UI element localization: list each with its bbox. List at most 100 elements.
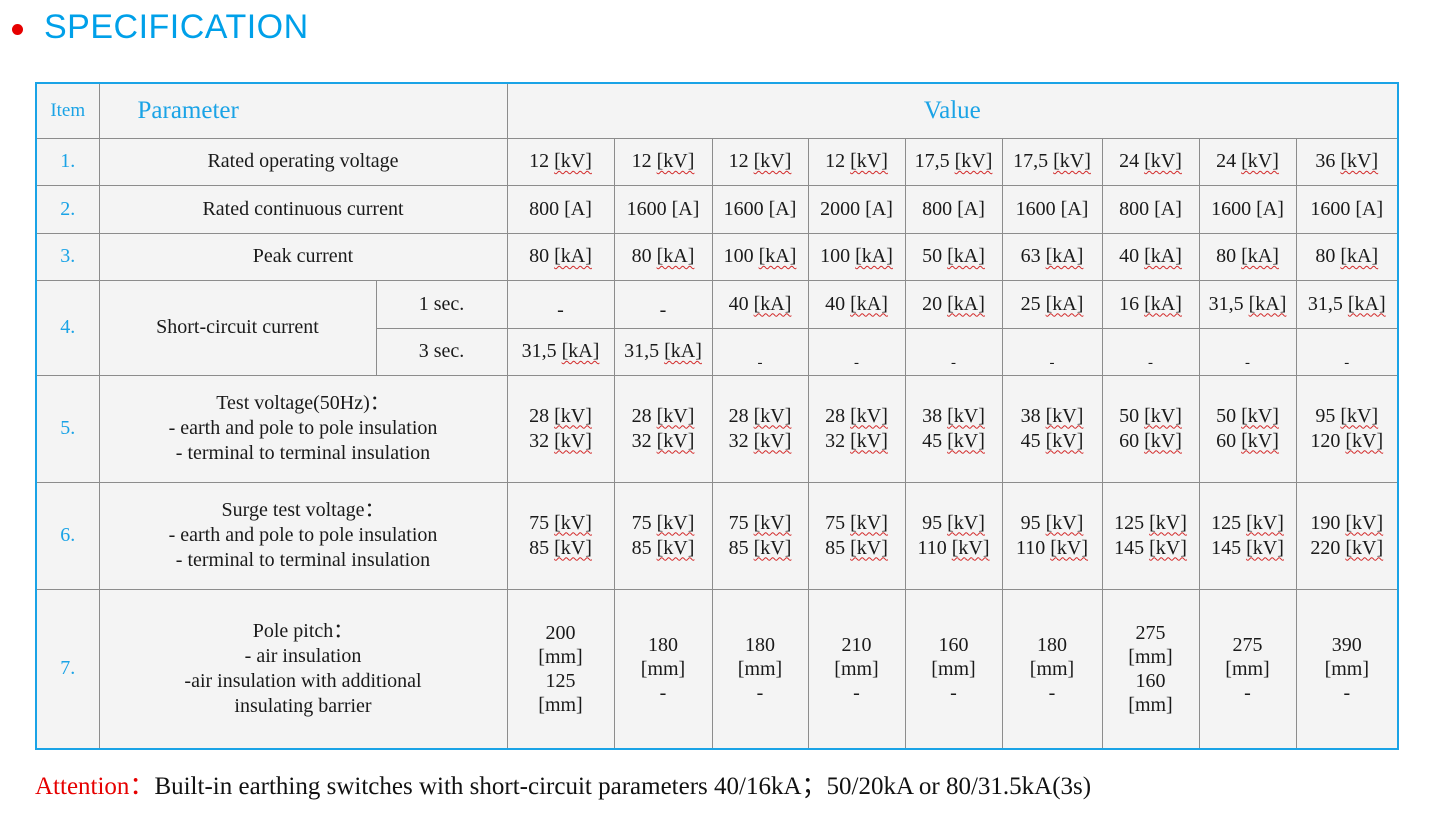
value-line: 85 [kV] [713,536,807,561]
value-text: 1600 [A] [626,197,700,220]
value-number: 120 [1310,429,1341,452]
value-number: 80 [631,245,652,267]
specification-table: Item Parameter Value 1. Rated operating … [35,82,1400,750]
value-cell: 12 [kV] [506,137,615,186]
value-unit: [kV] [753,511,792,534]
value-number: 31,5 [624,340,660,362]
value-text: 800 [A] [1119,197,1182,220]
value-line: 85 [kV] [809,536,904,561]
value-cell: 75 [kV] 85 [kV] [613,481,713,590]
value-unit: [kA] [1045,245,1084,267]
value-cell: 50 [kV] 60 [kV] [1198,374,1297,483]
value-number: 95 [1020,511,1041,534]
value-text: 1600 [A] [1211,197,1284,220]
value-number: 80 [1315,245,1336,267]
value-cell: - [506,279,615,329]
header-item: Item [35,82,100,139]
value-dash: - [757,355,763,371]
value-dash: - [659,298,667,321]
value-number: 31,5 [521,340,557,362]
value-unit: [kV] [656,404,695,427]
value-unit: [kV] [1246,536,1284,559]
table-row: 1. Rated operating voltage 12 [kV] 12 [kV… [35,137,1399,186]
value-cell: 1600 [A] [711,184,809,234]
value-line: 75 [kV] [615,511,711,536]
value-number: 50 [1216,404,1237,427]
value-number: 85 [529,536,550,559]
value-barrier: - [756,681,764,704]
header-parameter: Parameter [98,82,508,139]
value-line: 32 [kV] [809,429,904,454]
value-number: 220 [1310,536,1341,559]
param-line: - terminal to terminal insulation [175,549,431,571]
row-parameter: Rated continuous current [98,184,508,234]
attention-text: Built-in earthing switches with short-ci… [154,773,1092,800]
value-unit: [kA] [1045,292,1084,315]
value-text: 1600 [A] [723,197,797,220]
value-number: 75 [529,511,550,534]
value-cell: 100 [kA] [711,232,809,281]
value-number: 28 [728,404,749,427]
value-barrier: - [1343,681,1351,704]
value-unit: [kA] [758,245,797,267]
value-unit: [kV] [850,404,888,427]
value-unit: [kA] [656,245,695,267]
value-unit: [kV] [1345,536,1384,559]
value-cell: - [807,327,906,376]
value-number: 28 [825,404,846,427]
value-dash: - [1245,355,1250,371]
value-cell: 12 [kV] [807,137,906,186]
table-row: 2. Rated continuous current 800 [A] 1600 … [35,184,1399,234]
value-cell: 200 [mm] 125 [mm] [506,588,615,750]
section-title: SPECIFICATION [44,8,309,46]
value-cell: 100 [kA] [807,232,906,281]
value-air-unit: [mm] [931,657,976,680]
value-cell: 75 [kV] 85 [kV] [807,481,906,590]
value-cell: 80 [kA] [506,232,615,281]
value-cell: 210 [mm] - [807,588,906,750]
row-number: 6. [35,481,100,590]
value-unit: [kV] [554,404,592,427]
value-unit: [kA] [1248,292,1287,315]
value-cell: 28 [kV] 32 [kV] [711,374,809,483]
value-air: 390 [1331,633,1362,656]
value-unit: [kA] [947,245,985,267]
param-line: Pole pitch： [252,619,354,642]
value-unit: [kV] [850,536,888,559]
value-cell: 28 [kV] 32 [kV] [506,374,615,483]
value-unit: [kV] [656,429,695,452]
table-row: 6. Surge test voltage： - earth and pole … [35,481,1399,590]
value-line: 38 [kV] [906,404,1001,429]
param-line: - earth and pole to pole insulation [168,524,438,546]
table-row: 3 sec. 31,5 [kA] 31,5 [kA] - - - - - - - [36,327,1399,376]
header-value: Value [506,82,1399,139]
value-line: 110 [kV] [1003,536,1101,561]
value-unit: [kV] [1144,404,1182,427]
value-number: 100 [723,245,754,267]
value-unit: [kA] [753,292,792,315]
row-number: 4. [35,279,100,376]
value-number: 40 [728,292,749,315]
value-cell: 16 [kA] [1101,279,1200,329]
value-unit: [kV] [1340,150,1379,172]
value-text: 800 [A] [922,197,985,220]
value-line: 45 [kV] [906,429,1001,454]
value-number: 40 [1119,245,1140,267]
value-number: 24 [1216,150,1237,172]
value-cell: 17,5 [kV] [1001,137,1103,186]
value-unit: [kV] [947,429,985,452]
value-air: 180 [1037,633,1067,656]
value-barrier: - [659,681,667,704]
value-number: 145 [1211,536,1242,559]
value-number: 95 [1315,404,1336,427]
value-unit: [kV] [951,536,990,559]
value-line: 145 [kV] [1103,536,1198,561]
table-row: 4. Short-circuit current 1 sec. - - 40 [kA… [35,279,1399,376]
value-number: 17,5 [1013,150,1049,172]
value-text: 800 [A] [529,197,592,220]
row-number: 1. [35,137,100,186]
value-unit: [kV] [554,150,592,172]
value-cell: 75 [kV] 85 [kV] [506,481,615,590]
value-cell: 31,5 [kA] [613,327,713,376]
value-line: 50 [kV] [1200,404,1295,429]
